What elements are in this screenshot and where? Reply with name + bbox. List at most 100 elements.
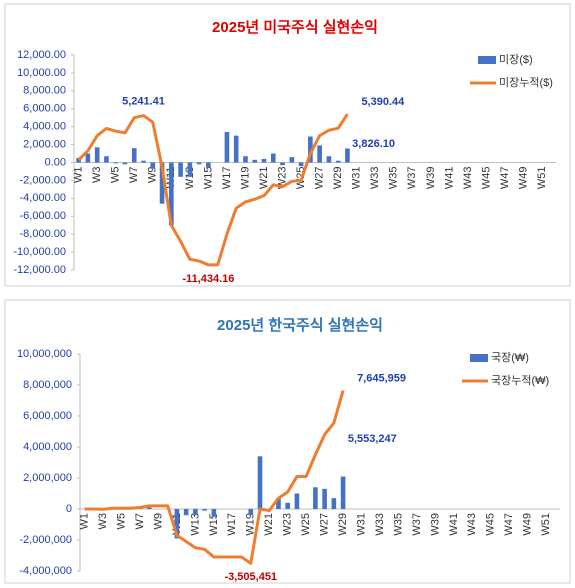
x-tick-label: W31 [351,167,363,190]
bar [345,148,350,163]
x-tick-label: W15 [202,167,214,190]
bar [224,132,230,163]
x-tick-label: W27 [314,167,326,190]
legend-swatch [478,56,496,64]
bar [104,156,109,163]
x-tick-label: W49 [522,513,534,536]
y-tick-label: -6,000.00 [20,210,66,222]
y-tick-label: -2,000.00 [20,174,66,186]
y-tick-label: 8,000,000 [23,379,72,391]
bar [159,162,165,204]
x-tick-label: W43 [462,167,474,190]
x-tick-label: W51 [540,513,552,536]
bar [280,162,285,166]
y-tick-label: -10,000.00 [13,246,66,258]
x-tick-label: W13 [184,167,196,190]
x-tick-label: W7 [128,167,140,184]
bar [270,153,276,163]
bar [169,162,174,226]
y-tick-label: 2,000.00 [23,138,66,150]
line [84,390,345,565]
x-tick-label: W47 [503,513,515,536]
bar [252,159,258,163]
bar [122,162,128,165]
x-tick-label: W41 [448,513,460,536]
bar [113,162,119,164]
data-label: 7,645,959 [357,372,406,384]
bar [257,456,263,509]
x-tick-label: W35 [392,513,404,536]
bar [326,156,332,163]
chart-title: 2025년 미국주식 실현손익 [212,18,378,36]
x-tick-label: W35 [388,167,400,190]
y-tick-label: 6,000.00 [23,103,66,115]
x-tick-label: W25 [300,513,312,536]
x-tick-label: W29 [332,167,344,190]
bar [308,136,313,163]
bar [146,507,152,509]
x-tick-label: W45 [480,167,492,190]
bar [285,502,290,509]
legend-label: 국장누적(₩) [491,374,549,387]
bar [94,147,100,163]
x-tick-label: W21 [258,167,270,190]
x-tick-label: W33 [374,513,386,536]
x-tick-label: W31 [355,513,367,536]
x-tick-label: W19 [239,167,251,190]
bar [206,162,211,168]
x-tick-label: W43 [466,513,478,536]
y-tick-label: 2,000,000 [23,472,72,484]
data-label: 5,390.44 [361,96,405,108]
bar [150,162,156,169]
legend-label: 미장($) [499,53,533,66]
y-tick-label: 4,000.00 [23,121,66,133]
x-tick-label: W17 [221,167,233,190]
bar [331,498,337,509]
bar [261,158,267,163]
bar [313,487,318,509]
bar [211,509,217,517]
y-tick-label: 0 [66,503,72,515]
bar [248,509,254,516]
x-tick-label: W39 [425,167,437,190]
x-tick-label: W51 [536,167,548,190]
panel [4,299,571,584]
x-tick-label: W37 [411,513,423,536]
bar [193,509,198,516]
y-tick-label: 10,000,000 [17,348,72,360]
x-tick-label: W13 [189,513,201,536]
bar [202,509,207,511]
data-label: 3,826.10 [352,138,395,150]
bar [178,162,183,177]
x-tick-label: W49 [517,167,529,190]
bar [196,162,202,165]
y-tick-label: 4,000,000 [23,441,72,453]
y-tick-label: -12,000.00 [13,264,66,276]
x-tick-label: W27 [319,513,331,536]
line [77,113,349,267]
bar [294,493,300,509]
x-tick-label: W45 [485,513,497,536]
x-tick-label: W23 [282,513,294,536]
x-tick-label: W39 [429,513,441,536]
x-tick-label: W9 [152,513,164,530]
y-tick-label: 6,000,000 [23,410,72,422]
bar [317,145,322,163]
x-tick-label: W5 [110,167,122,184]
x-tick-label: W21 [263,513,275,536]
x-tick-label: W1 [73,167,85,184]
x-tick-label: W5 [115,513,127,530]
bar [276,498,281,509]
x-tick-label: W7 [134,513,146,530]
x-tick-label: W19 [245,513,257,536]
bar [289,157,295,163]
bar [322,488,327,509]
bar [76,158,81,163]
y-tick-label: -8,000.00 [20,228,66,240]
y-tick-label: -2,000,000 [19,534,72,546]
x-tick-label: W29 [337,513,349,536]
bar [243,156,248,163]
x-tick-label: W9 [147,167,159,184]
bar [298,162,304,167]
